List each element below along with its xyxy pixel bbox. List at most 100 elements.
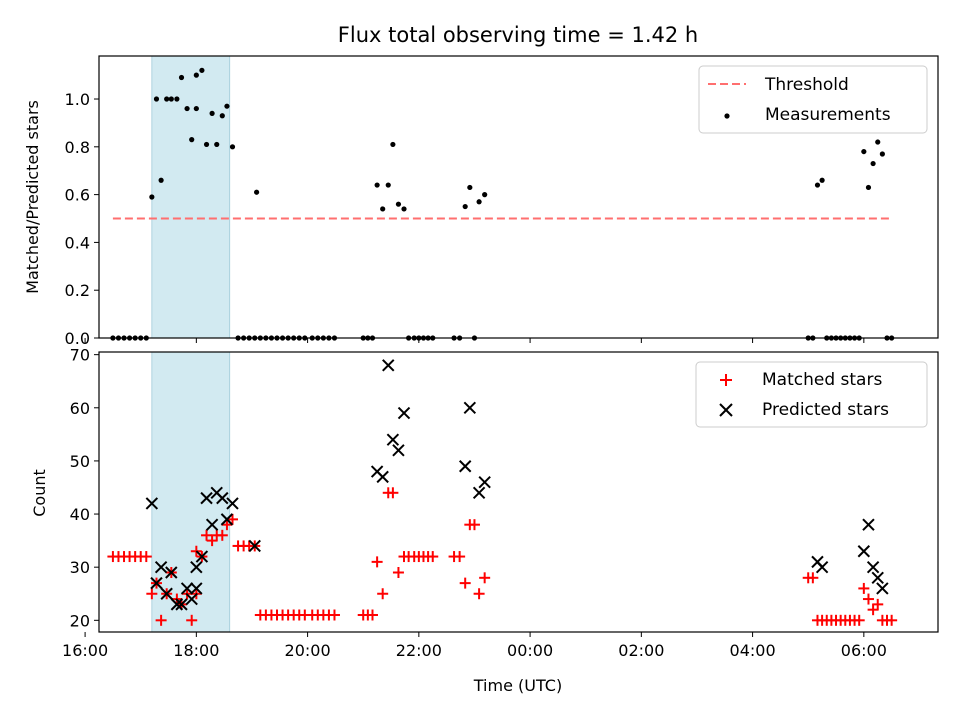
matched-star-marker xyxy=(427,551,439,563)
measurement-point xyxy=(476,199,482,205)
x-tick-label: 16:00 xyxy=(62,641,108,660)
matched-star-marker xyxy=(454,551,466,563)
measurement-point xyxy=(374,182,380,188)
top-x-ticks xyxy=(84,338,865,343)
measurements-legend-swatch xyxy=(724,113,730,119)
predicted-star-marker xyxy=(386,433,400,446)
x-tick-label: 22:00 xyxy=(396,641,442,660)
matched-star-marker xyxy=(853,614,865,626)
bottom-legend: Matched stars Predicted stars xyxy=(695,361,928,428)
highlight-span xyxy=(151,55,231,339)
matched-star-marker xyxy=(328,609,340,621)
predicted-star-marker xyxy=(220,513,234,526)
matched-star-marker xyxy=(473,588,485,600)
matched-star-marker xyxy=(807,572,819,584)
measurement-point xyxy=(214,141,220,148)
matched-star-marker xyxy=(201,529,213,541)
measurement-point xyxy=(462,203,468,210)
matched-star-marker xyxy=(872,598,884,610)
predicted-star-marker xyxy=(226,497,239,510)
measurement-point xyxy=(168,96,174,102)
measurement-point xyxy=(178,74,185,81)
predicted-star-marker xyxy=(248,539,261,553)
predicted-star-marker xyxy=(190,560,203,574)
y-tick-label: 20 xyxy=(70,611,90,630)
predicted-star-marker xyxy=(154,560,168,574)
predicted-star-marker xyxy=(862,518,875,531)
x-tick-label: 06:00 xyxy=(841,641,887,660)
legend-matched-label: Matched stars xyxy=(762,370,882,390)
matched-star-marker xyxy=(392,566,404,578)
matched-star-marker xyxy=(186,614,198,626)
legend-measurements-label: Measurements xyxy=(765,105,891,125)
measurement-point xyxy=(164,96,170,102)
top-legend: Threshold Measurements xyxy=(698,65,928,134)
measurement-point xyxy=(467,184,473,191)
measurement-point xyxy=(401,206,407,212)
predicted-star-marker xyxy=(180,582,194,595)
matched-star-marker xyxy=(221,519,233,531)
predicted-star-marker xyxy=(150,576,163,590)
y-tick-label: 0.6 xyxy=(65,186,90,205)
measurement-point xyxy=(203,141,210,148)
predicted-star-marker xyxy=(857,545,871,558)
top-axes-frame xyxy=(98,55,939,339)
measurement-point xyxy=(149,194,155,200)
bottom-y-ticks: 20 30 40 50 60 70 xyxy=(70,346,99,630)
predicted-star-marker xyxy=(175,598,188,611)
matched-star-marker xyxy=(155,614,167,626)
matched-star-marker xyxy=(377,588,389,600)
bottom-axes-frame xyxy=(98,351,939,633)
measurement-point xyxy=(199,67,205,73)
measurement-point xyxy=(395,201,402,207)
matched-star-marker xyxy=(216,529,228,541)
predicted-star-marker xyxy=(216,491,229,505)
measurement-point xyxy=(861,148,867,155)
matched-star-marker xyxy=(140,551,152,563)
x-axis-label: Time (UTC) xyxy=(473,676,562,695)
measurement-point xyxy=(229,144,236,150)
matched-stars-layer xyxy=(107,487,898,626)
y-tick-label: 70 xyxy=(70,346,90,365)
predicted-star-marker xyxy=(397,406,411,420)
x-tick-label: 00:00 xyxy=(507,641,553,660)
predicted-star-marker xyxy=(876,582,889,595)
measurement-point xyxy=(184,105,190,112)
matched-star-marker xyxy=(468,519,480,531)
matched-star-marker xyxy=(146,588,158,600)
measurement-point xyxy=(193,72,199,78)
measurement-point xyxy=(209,110,215,116)
predicted-legend-swatch xyxy=(719,403,733,417)
y-tick-label: 30 xyxy=(70,558,90,577)
measurement-point xyxy=(390,141,396,148)
measurement-point xyxy=(158,177,164,183)
predicted-star-marker xyxy=(472,486,486,500)
predicted-star-marker xyxy=(160,587,173,600)
matched-star-marker xyxy=(862,593,874,605)
measurement-point xyxy=(814,182,821,188)
matched-star-marker xyxy=(366,609,378,621)
matched-star-marker xyxy=(371,556,383,568)
y-tick-label: 40 xyxy=(70,505,90,524)
predicted-stars-layer xyxy=(145,359,889,611)
predicted-star-marker xyxy=(392,444,405,457)
measurement-point xyxy=(870,160,876,167)
y-tick-label: 0.4 xyxy=(65,233,90,252)
x-tick-label: 18:00 xyxy=(173,641,219,660)
measurement-point xyxy=(865,184,872,191)
measurement-point xyxy=(219,113,225,119)
measurement-point xyxy=(380,206,386,212)
x-tick-label: 02:00 xyxy=(618,641,664,660)
predicted-star-marker xyxy=(871,571,884,585)
measurement-point xyxy=(153,96,160,102)
chart-title: Flux total observing time = 1.42 h xyxy=(338,23,698,47)
predicted-star-marker xyxy=(165,566,178,579)
legend-threshold-label: Threshold xyxy=(764,75,849,95)
bottom-x-ticks: 16:00 18:00 20:00 22:00 00:00 02:00 04:00 06:00 xyxy=(62,632,887,660)
predicted-star-marker xyxy=(463,401,477,414)
measurement-point xyxy=(193,105,199,112)
x-tick-label: 20:00 xyxy=(285,641,331,660)
predicted-star-marker xyxy=(382,359,395,372)
matched-legend-swatch xyxy=(720,374,732,386)
